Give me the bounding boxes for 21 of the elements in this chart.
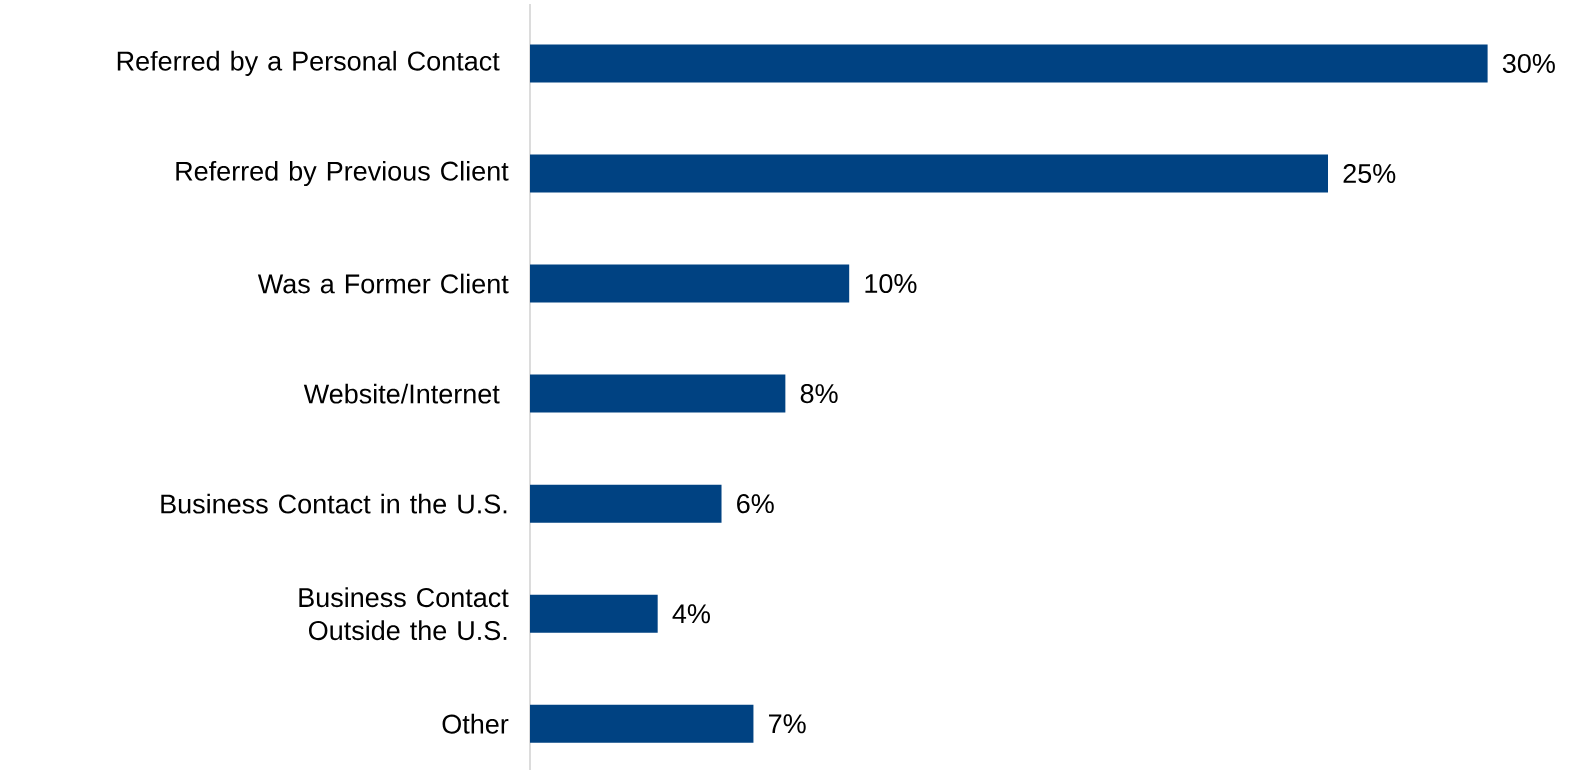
data-label: 10% <box>865 274 917 294</box>
data-label: 25% <box>1343 163 1396 184</box>
bar <box>530 374 786 413</box>
data-label: 8% <box>800 384 838 404</box>
y-tick-label: Website/Internet <box>303 383 500 404</box>
bar <box>530 264 850 303</box>
y-tick-label: Was a Former Client <box>257 273 509 294</box>
data-label: 7% <box>769 714 806 734</box>
bar <box>530 594 658 633</box>
bar <box>530 484 722 523</box>
y-tick-label: Other <box>442 713 509 734</box>
y-tick-label: Referred by a Personal Contact <box>117 50 500 77</box>
data-label: 6% <box>737 494 774 514</box>
bar <box>530 44 1488 83</box>
y-tick-label: Referred by Previous Client <box>176 160 509 187</box>
y-tick-label: Business Contact in the U.S. <box>161 493 507 514</box>
bar <box>530 704 754 743</box>
bar <box>530 154 1329 193</box>
y-tick-label: Business Contact Outside the U.S. <box>299 587 509 641</box>
data-label: 4% <box>672 604 710 624</box>
data-label: 30% <box>1502 53 1555 73</box>
